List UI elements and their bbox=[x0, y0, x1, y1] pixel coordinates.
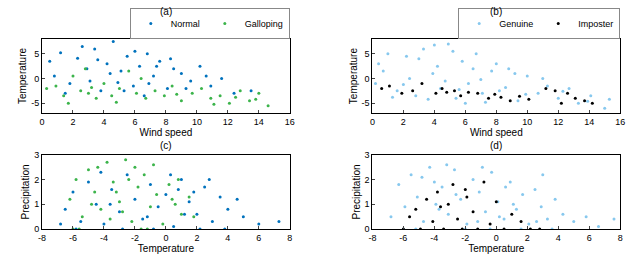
svg-text:Normal: Normal bbox=[171, 19, 200, 29]
svg-text:-2: -2 bbox=[131, 233, 139, 243]
svg-text:4: 4 bbox=[556, 233, 561, 243]
svg-text:6: 6 bbox=[463, 117, 468, 127]
svg-text:2: 2 bbox=[194, 233, 199, 243]
svg-text:0: 0 bbox=[34, 224, 39, 234]
svg-text:Temperature: Temperature bbox=[348, 48, 359, 105]
svg-text:2: 2 bbox=[401, 117, 406, 127]
svg-text:0: 0 bbox=[34, 74, 39, 84]
svg-text:-2: -2 bbox=[461, 233, 469, 243]
svg-text:4: 4 bbox=[225, 233, 230, 243]
svg-text:10: 10 bbox=[192, 117, 202, 127]
svg-text:6: 6 bbox=[587, 233, 592, 243]
svg-text:-6: -6 bbox=[399, 233, 407, 243]
svg-text:2: 2 bbox=[525, 233, 530, 243]
svg-text:2: 2 bbox=[34, 175, 39, 185]
svg-text:Galloping: Galloping bbox=[245, 19, 283, 29]
svg-text:12: 12 bbox=[223, 117, 233, 127]
svg-text:Temperature: Temperature bbox=[17, 48, 28, 105]
svg-text:0: 0 bbox=[494, 233, 499, 243]
svg-text:5: 5 bbox=[365, 49, 370, 59]
svg-text:8: 8 bbox=[287, 233, 292, 243]
svg-text:-8: -8 bbox=[38, 233, 46, 243]
svg-text:2: 2 bbox=[70, 117, 75, 127]
svg-text:(b): (b) bbox=[490, 6, 502, 17]
svg-text:-5: -5 bbox=[31, 98, 39, 108]
svg-text:8: 8 bbox=[163, 117, 168, 127]
svg-text:12: 12 bbox=[553, 117, 563, 127]
svg-text:4: 4 bbox=[432, 117, 437, 127]
svg-text:Temperature: Temperature bbox=[468, 243, 525, 254]
svg-text:0: 0 bbox=[163, 233, 168, 243]
svg-text:3: 3 bbox=[365, 150, 370, 160]
svg-text:2: 2 bbox=[365, 175, 370, 185]
svg-text:8: 8 bbox=[618, 233, 623, 243]
svg-text:8: 8 bbox=[494, 117, 499, 127]
svg-text:1: 1 bbox=[34, 199, 39, 209]
svg-text:6: 6 bbox=[256, 233, 261, 243]
svg-text:16: 16 bbox=[615, 117, 625, 127]
svg-text:10: 10 bbox=[522, 117, 532, 127]
svg-text:-6: -6 bbox=[69, 233, 77, 243]
svg-text:0: 0 bbox=[365, 74, 370, 84]
svg-text:14: 14 bbox=[254, 117, 264, 127]
svg-text:-4: -4 bbox=[100, 233, 108, 243]
svg-text:Precipitation: Precipitation bbox=[351, 164, 362, 219]
svg-text:(a): (a) bbox=[160, 6, 172, 17]
svg-text:0: 0 bbox=[370, 117, 375, 127]
svg-text:-8: -8 bbox=[368, 233, 376, 243]
svg-text:(d): (d) bbox=[490, 140, 502, 151]
svg-text:5: 5 bbox=[34, 49, 39, 59]
svg-text:14: 14 bbox=[584, 117, 594, 127]
svg-text:Imposter: Imposter bbox=[578, 19, 613, 29]
svg-text:4: 4 bbox=[101, 117, 106, 127]
svg-text:Temperature: Temperature bbox=[138, 243, 195, 254]
svg-text:0: 0 bbox=[365, 224, 370, 234]
svg-text:16: 16 bbox=[285, 117, 295, 127]
svg-text:Genuine: Genuine bbox=[499, 19, 533, 29]
svg-text:3: 3 bbox=[34, 150, 39, 160]
svg-text:-4: -4 bbox=[430, 233, 438, 243]
svg-text:6: 6 bbox=[132, 117, 137, 127]
svg-text:Wind speed: Wind speed bbox=[139, 127, 192, 138]
svg-text:-5: -5 bbox=[362, 98, 370, 108]
svg-text:(c): (c) bbox=[160, 140, 172, 151]
svg-text:Precipitation: Precipitation bbox=[20, 164, 31, 219]
svg-text:1: 1 bbox=[365, 199, 370, 209]
svg-text:Wind speed: Wind speed bbox=[470, 127, 523, 138]
svg-text:0: 0 bbox=[39, 117, 44, 127]
